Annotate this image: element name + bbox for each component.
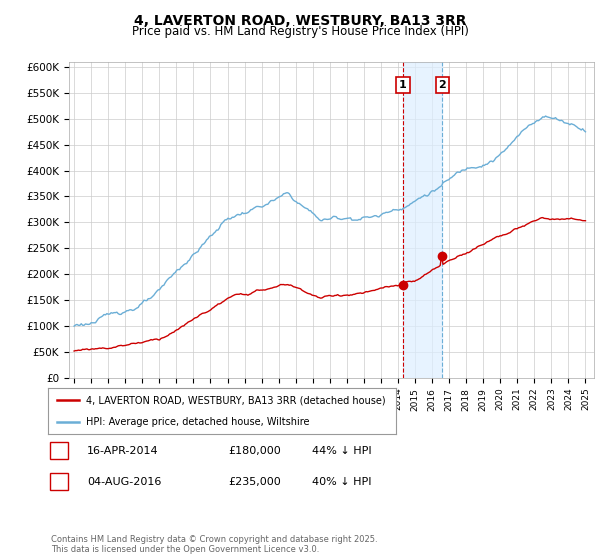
Text: HPI: Average price, detached house, Wiltshire: HPI: Average price, detached house, Wilt… — [86, 417, 310, 427]
Text: 44% ↓ HPI: 44% ↓ HPI — [312, 446, 371, 456]
Text: Price paid vs. HM Land Registry's House Price Index (HPI): Price paid vs. HM Land Registry's House … — [131, 25, 469, 38]
Text: £235,000: £235,000 — [228, 477, 281, 487]
Text: Contains HM Land Registry data © Crown copyright and database right 2025.
This d: Contains HM Land Registry data © Crown c… — [51, 535, 377, 554]
Text: 1: 1 — [399, 80, 407, 90]
Text: 1: 1 — [55, 446, 62, 456]
Text: 04-AUG-2016: 04-AUG-2016 — [87, 477, 161, 487]
Text: 2: 2 — [55, 477, 62, 487]
Text: 4, LAVERTON ROAD, WESTBURY, BA13 3RR: 4, LAVERTON ROAD, WESTBURY, BA13 3RR — [134, 14, 466, 28]
Text: 4, LAVERTON ROAD, WESTBURY, BA13 3RR (detached house): 4, LAVERTON ROAD, WESTBURY, BA13 3RR (de… — [86, 395, 386, 405]
Text: 2: 2 — [439, 80, 446, 90]
Text: 40% ↓ HPI: 40% ↓ HPI — [312, 477, 371, 487]
Text: 16-APR-2014: 16-APR-2014 — [87, 446, 158, 456]
Text: £180,000: £180,000 — [228, 446, 281, 456]
Bar — [403, 62, 442, 378]
